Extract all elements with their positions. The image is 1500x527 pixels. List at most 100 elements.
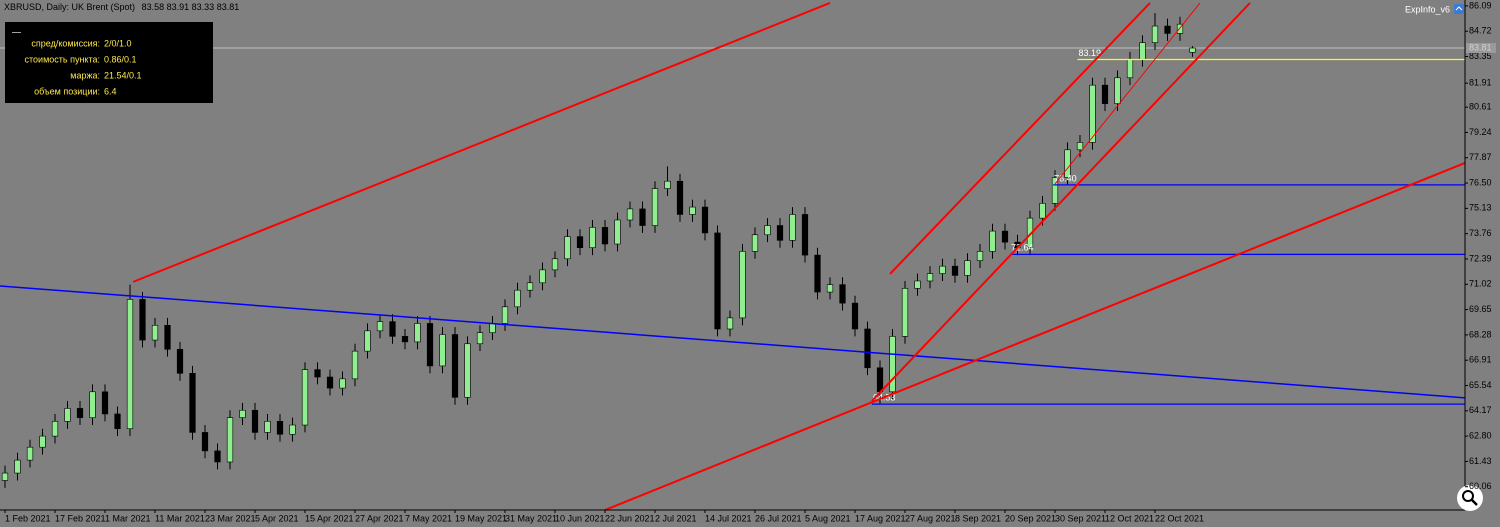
x-tick-label: 17 Feb 2021 bbox=[55, 513, 106, 523]
trendline bbox=[132, 2, 831, 283]
candle-body bbox=[314, 369, 321, 378]
y-tick-label: 66.91 bbox=[1469, 355, 1492, 365]
candle-body bbox=[739, 251, 746, 319]
x-tick-label: 22 Oct 2021 bbox=[1155, 513, 1204, 523]
candle-body bbox=[426, 323, 434, 367]
candle-body bbox=[151, 324, 159, 341]
candle-body bbox=[876, 367, 884, 393]
candle-body bbox=[1101, 84, 1109, 104]
candle-body bbox=[664, 180, 671, 189]
candle-body bbox=[1164, 25, 1171, 34]
candle-body bbox=[76, 408, 84, 418]
info-panel bbox=[5, 22, 213, 103]
candle-body bbox=[239, 409, 246, 418]
candle-body bbox=[801, 214, 809, 256]
x-tick-label: 1 Mar 2021 bbox=[105, 513, 151, 523]
candle-body bbox=[1114, 77, 1121, 104]
zoom-glyph-handle bbox=[1471, 499, 1478, 506]
candle-body bbox=[1089, 84, 1096, 143]
y-tick-label: 69.65 bbox=[1469, 304, 1492, 314]
y-tick-label: 71.02 bbox=[1469, 279, 1492, 289]
candle-body bbox=[64, 408, 71, 422]
candle-body bbox=[914, 280, 921, 289]
candle-body bbox=[126, 299, 134, 430]
info-value: 6.4 bbox=[104, 86, 117, 96]
candle-body bbox=[976, 251, 984, 261]
candle-body bbox=[39, 435, 46, 448]
info-value: 2/0/1.0 bbox=[104, 38, 132, 48]
candle-body bbox=[101, 391, 109, 415]
last-low: 83.33 bbox=[192, 2, 215, 12]
info-label: маржа: bbox=[70, 70, 100, 80]
y-tick-label: 65.54 bbox=[1469, 380, 1492, 390]
candle-body bbox=[764, 225, 771, 236]
chart-header: XBRUSD, Daily: UK Brent (Spot) 83.58 83.… bbox=[4, 2, 239, 12]
candle-body bbox=[851, 302, 859, 330]
x-tick-label: 10 Jun 2021 bbox=[555, 513, 605, 523]
x-tick-label: 27 Aug 2021 bbox=[905, 513, 956, 523]
y-tick-label: 83.35 bbox=[1469, 51, 1492, 61]
candle-body bbox=[614, 219, 621, 245]
indicator-icon-arrow bbox=[1455, 6, 1463, 11]
price-level-label: 83.19 bbox=[1079, 48, 1102, 58]
y-tick-label: 73.76 bbox=[1469, 228, 1492, 238]
info-panel-title: — bbox=[12, 26, 21, 36]
candle-body bbox=[1189, 47, 1196, 53]
candle-body bbox=[889, 336, 896, 393]
x-tick-label: 20 Sep 2021 bbox=[1005, 513, 1056, 523]
candle-body bbox=[1039, 203, 1046, 219]
candle-body bbox=[201, 432, 209, 452]
trendline bbox=[889, 2, 1151, 275]
candle-body bbox=[539, 269, 546, 284]
candle-body bbox=[164, 324, 171, 350]
x-tick-label: 5 Apr 2021 bbox=[255, 513, 299, 523]
x-tick-label: 12 Oct 2021 bbox=[1105, 513, 1154, 523]
last-high: 83.91 bbox=[167, 2, 190, 12]
last-close: 83.81 bbox=[217, 2, 240, 12]
x-tick-label: 11 Mar 2021 bbox=[155, 513, 205, 523]
candle-body bbox=[364, 330, 371, 352]
candle-body bbox=[26, 446, 34, 461]
candle-body bbox=[226, 417, 234, 463]
x-tick-label: 1 Feb 2021 bbox=[5, 513, 51, 523]
candle-body bbox=[551, 258, 559, 271]
candle-body bbox=[351, 350, 359, 380]
candle-body bbox=[901, 288, 909, 337]
indicator-icon[interactable] bbox=[1454, 4, 1464, 14]
x-tick-label: 23 Mar 2021 bbox=[205, 513, 256, 523]
info-value: 0.86/0.1 bbox=[104, 54, 137, 64]
candle-body bbox=[839, 284, 846, 304]
y-tick-label: 60.06 bbox=[1469, 481, 1492, 491]
candle-body bbox=[451, 334, 459, 398]
candle-body bbox=[601, 227, 609, 245]
y-tick-label: 80.61 bbox=[1469, 102, 1492, 112]
candle-body bbox=[489, 323, 496, 333]
candle-body bbox=[301, 369, 309, 426]
y-tick-label: 61.43 bbox=[1469, 456, 1492, 466]
candle-body bbox=[276, 421, 284, 435]
trendline bbox=[0, 285, 1466, 399]
x-tick-label: 8 Sep 2021 bbox=[955, 513, 1001, 523]
candle-body bbox=[576, 236, 584, 249]
candle-body bbox=[939, 265, 946, 274]
candle-body bbox=[639, 208, 646, 226]
y-tick-label: 77.87 bbox=[1469, 152, 1492, 162]
candle-body bbox=[176, 348, 184, 374]
candle-body bbox=[114, 413, 121, 430]
info-label: спред/комиссия: bbox=[31, 38, 100, 48]
candle-body bbox=[689, 206, 696, 215]
candle-body bbox=[251, 409, 259, 433]
candle-body bbox=[1, 472, 9, 481]
candle-body bbox=[214, 450, 221, 463]
candle-body bbox=[989, 230, 996, 252]
candle-body bbox=[326, 376, 334, 389]
candle-body bbox=[676, 180, 684, 215]
candle-body bbox=[701, 206, 709, 234]
candle-body bbox=[89, 391, 96, 418]
candle-body bbox=[514, 289, 521, 308]
y-tick-label: 81.91 bbox=[1469, 77, 1492, 87]
y-tick-label: 72.39 bbox=[1469, 253, 1492, 263]
candle-body bbox=[1139, 42, 1146, 60]
